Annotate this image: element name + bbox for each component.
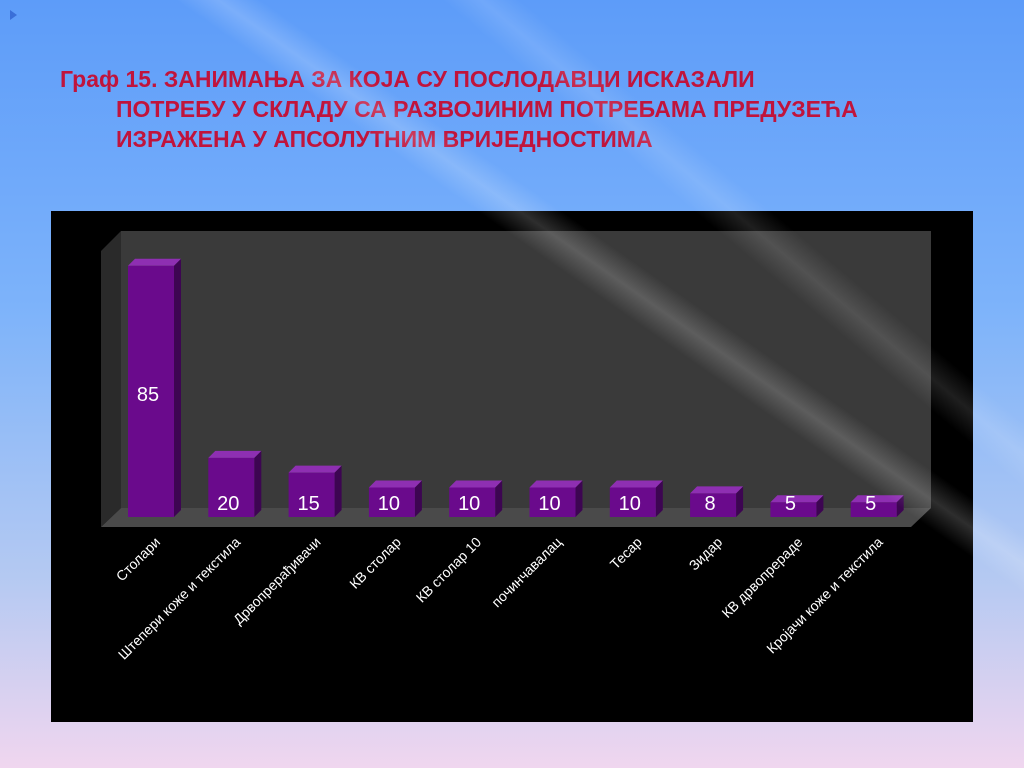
bar-side — [495, 480, 503, 517]
bar-top — [770, 495, 824, 503]
bar — [770, 502, 817, 517]
bar-top — [449, 480, 503, 488]
bar-side — [174, 258, 181, 517]
title-line-2: ПОТРЕБУ У СКЛАДУ СА РАЗВОЈИНИМ ПОТРЕБАМА… — [116, 96, 858, 122]
tick-label: починчавалац — [488, 534, 564, 610]
tick-label: КВ дрвопрераде — [718, 534, 805, 621]
bar-side — [334, 465, 342, 517]
bar-top — [529, 480, 583, 488]
nav-arrow-icon[interactable] — [10, 10, 17, 20]
data-label: 5 — [865, 493, 876, 515]
bar — [449, 487, 496, 517]
bar — [368, 487, 415, 517]
bar-top — [368, 480, 422, 488]
bar — [128, 265, 174, 517]
bar-side — [254, 450, 262, 517]
slide-title: Граф 15. ЗАНИМАЊА ЗА КОЈА СУ ПОСЛОДАВЦИ … — [60, 64, 960, 154]
tick-label: КВ столар — [346, 534, 404, 592]
bars-group — [128, 258, 904, 517]
bar-side — [414, 480, 422, 517]
data-label: 15 — [297, 493, 319, 515]
title-line-1: Граф 15. ЗАНИМАЊА ЗА КОЈА СУ ПОСЛОДАВЦИ … — [60, 66, 755, 92]
data-label: 85 — [137, 384, 159, 406]
bar-side — [816, 495, 824, 517]
chart-container: 85 20 15 10 10 10 10 8 5 5 Столари Штепери коже и … — [51, 211, 973, 722]
title-line-3: ИЗРАЖЕНА У АПСОЛУТНИМ ВРИЈЕДНОСТИМА — [116, 126, 653, 152]
tick-label: Дрвопрерађивачи — [230, 534, 324, 628]
bar — [690, 493, 737, 517]
data-label: 20 — [217, 493, 239, 515]
data-label: 8 — [705, 493, 716, 515]
bar — [288, 472, 335, 517]
tick-label: Столари — [113, 534, 163, 584]
bar-top — [288, 465, 342, 473]
bar-side — [575, 480, 583, 517]
data-label: 10 — [619, 493, 641, 515]
data-label: 5 — [785, 493, 796, 515]
bar-top — [128, 258, 181, 266]
tick-label: Зидар — [686, 534, 726, 574]
data-label: 10 — [538, 493, 560, 515]
tick-label: КВ столар 10 — [413, 534, 485, 606]
bar-side — [896, 495, 904, 517]
data-label: 10 — [378, 493, 400, 515]
chart-side-wall — [101, 231, 121, 527]
bar — [529, 487, 576, 517]
chart-back-wall — [121, 231, 931, 508]
data-label: 10 — [458, 493, 480, 515]
tick-label: Тесар — [607, 534, 645, 572]
bar — [609, 487, 656, 517]
bar — [208, 457, 255, 517]
bar-top — [208, 450, 262, 458]
bar-top — [850, 495, 904, 503]
bar — [850, 502, 897, 517]
bar-side — [736, 486, 744, 517]
bar-top — [690, 486, 744, 494]
bar-top — [609, 480, 663, 488]
bar-side — [655, 480, 663, 517]
